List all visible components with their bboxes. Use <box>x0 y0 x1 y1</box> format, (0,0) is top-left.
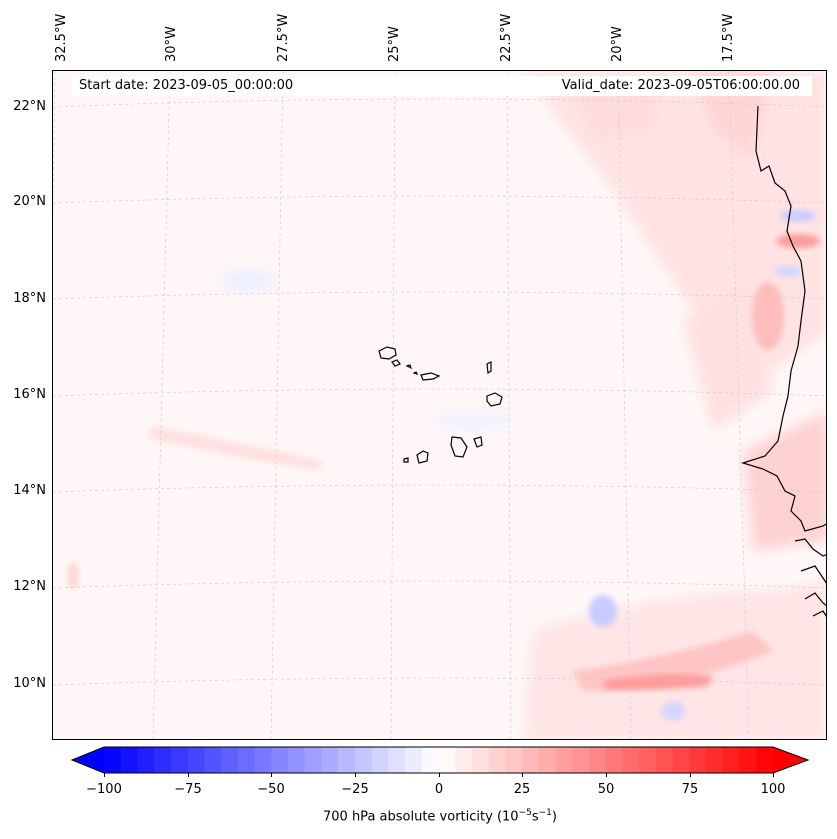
colorbar-segment <box>137 747 155 773</box>
lon-label-25w: 25°W <box>387 26 402 62</box>
lon-label-30w: 30°W <box>164 26 179 62</box>
colorbar-title: 700 hPa absolute vorticity (10−5s−1) <box>323 808 557 825</box>
colorbar-tick-label: 0 <box>434 782 444 797</box>
colorbar-segment <box>187 747 205 773</box>
colorbar-tick <box>439 773 440 777</box>
colorbar-segment <box>706 747 724 773</box>
colorbar-extend-min <box>72 747 104 773</box>
colorbar-tick-label: −50 <box>257 782 285 797</box>
map-panel[interactable] <box>52 70 827 740</box>
lat-label-10n: 10°N <box>13 676 46 691</box>
colorbar-extend-max <box>773 747 808 773</box>
colorbar-segment <box>538 747 557 773</box>
lat-label-16n: 16°N <box>13 387 46 402</box>
colorbar-tick-label: −100 <box>86 782 122 797</box>
colorbar-segment <box>555 747 573 773</box>
colorbar-segment <box>254 747 272 773</box>
colorbar-segment <box>388 747 406 773</box>
lat-label-14n: 14°N <box>13 483 46 498</box>
colorbar-segment <box>304 747 322 773</box>
colorbar-segment <box>371 747 389 773</box>
lat-label-22n: 22°N <box>13 99 46 114</box>
coastline <box>740 105 826 617</box>
colorbar-segment <box>321 747 339 773</box>
colorbar-segment <box>622 747 640 773</box>
colorbar-segment <box>338 747 356 773</box>
colorbar-tick-label: 50 <box>597 782 615 797</box>
colorbar-segment <box>354 747 373 773</box>
colorbar-segment <box>522 747 540 773</box>
lon-label-20w: 20°W <box>610 26 625 62</box>
lon-label-32-5w: 32.5°W <box>54 13 69 62</box>
colorbar-segment <box>655 747 674 773</box>
colorbar-segment <box>589 747 607 773</box>
colorbar-segment <box>722 747 741 773</box>
colorbar-segment <box>271 747 289 773</box>
colorbar-tick-label: 100 <box>760 782 786 797</box>
colorbar-segment <box>204 747 222 773</box>
colorbar-tick-label: 75 <box>681 782 699 797</box>
colorbar-segment <box>287 747 306 773</box>
colorbar-segment <box>455 747 473 773</box>
lon-label-17-5w: 17.5°W <box>721 13 736 62</box>
colorbar-tick <box>606 773 607 777</box>
colorbar-tick <box>690 773 691 777</box>
colorbar-segment <box>672 747 690 773</box>
colorbar-segment <box>104 747 122 773</box>
colorbar-tick-label: 25 <box>513 782 531 797</box>
lat-label-20n: 20°N <box>13 194 46 209</box>
colorbar-tick <box>773 773 774 777</box>
colorbar-segment <box>405 747 423 773</box>
colorbar-segment <box>237 747 256 773</box>
colorbar-tick <box>271 773 272 777</box>
colorbar-segment <box>438 747 456 773</box>
colorbar <box>70 745 810 775</box>
header-band <box>72 76 812 96</box>
colorbar-tick-label: −25 <box>341 782 369 797</box>
colorbar-tick <box>522 773 523 777</box>
colorbar-segment <box>221 747 239 773</box>
colorbar-segment <box>756 747 774 773</box>
colorbar-tick <box>355 773 356 777</box>
graticule <box>53 71 826 739</box>
start-date-label: Start date: 2023-09-05_00:00:00 <box>79 78 294 93</box>
colorbar-segment <box>605 747 623 773</box>
colorbar-segment <box>689 747 707 773</box>
colorbar-segment <box>471 747 490 773</box>
lon-label-22-5w: 22.5°W <box>499 13 514 62</box>
colorbar-segment <box>639 747 657 773</box>
colorbar-segment <box>154 747 172 773</box>
colorbar-segment <box>505 747 523 773</box>
lon-label-27-5w: 27.5°W <box>276 13 291 62</box>
lat-label-12n: 12°N <box>13 579 46 594</box>
colorbar-segment <box>488 747 506 773</box>
cape-verde-islands <box>378 346 503 464</box>
colorbar-segment <box>739 747 757 773</box>
colorbar-segment <box>120 747 138 773</box>
colorbar-tick <box>104 773 105 777</box>
colorbar-tick <box>188 773 189 777</box>
vorticity-map <box>53 71 826 739</box>
colorbar-tick-label: −75 <box>174 782 202 797</box>
colorbar-segment <box>421 747 439 773</box>
colorbar-graphic <box>70 746 810 774</box>
valid-date-label: Valid_date: 2023-09-05T06:00:00.00 <box>561 78 800 93</box>
lat-label-18n: 18°N <box>13 291 46 306</box>
colorbar-segment <box>572 747 590 773</box>
colorbar-segment <box>170 747 189 773</box>
vorticity-field <box>67 71 826 739</box>
